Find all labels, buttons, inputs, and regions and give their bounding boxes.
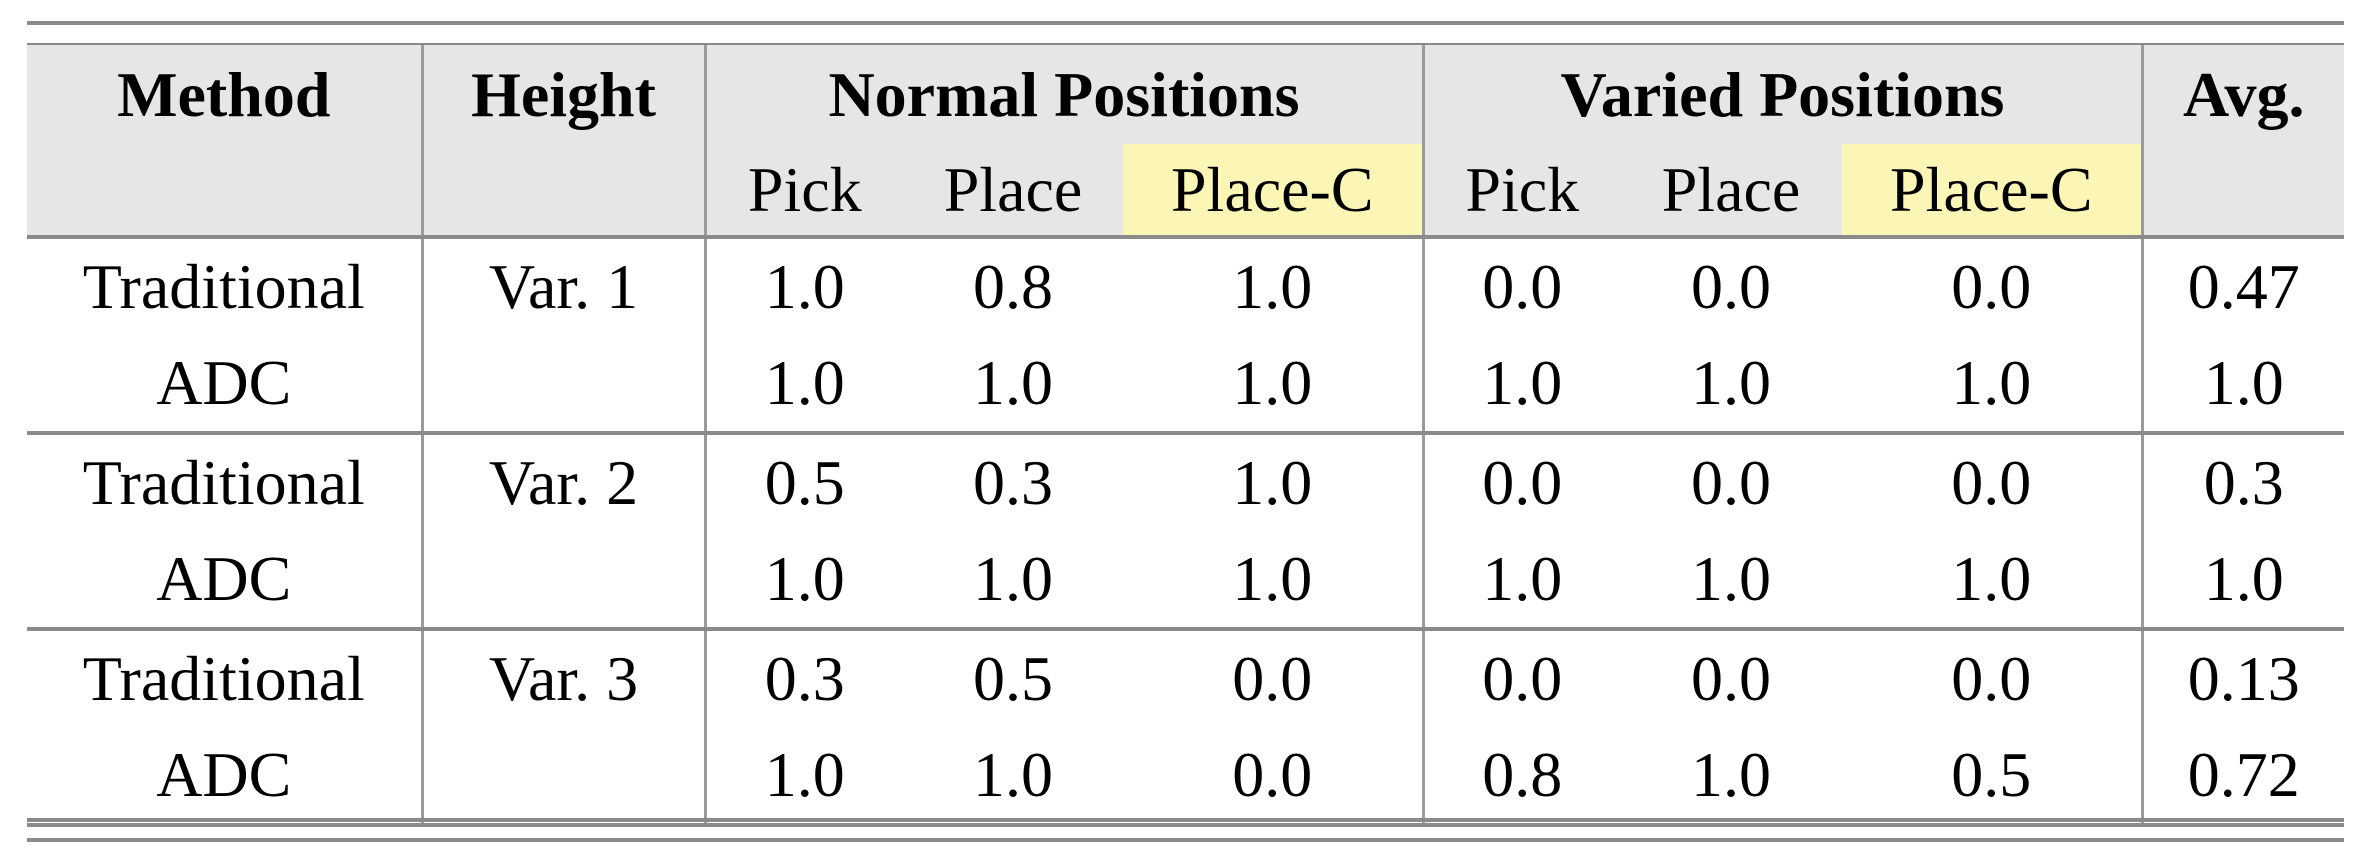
col-height: Height <box>420 45 705 144</box>
col-method: Method <box>27 45 422 144</box>
varied-place-c-cell: 0.0 <box>1842 431 2142 531</box>
avg-cell: 0.72 <box>2140 727 2344 827</box>
method-cell: Traditional <box>27 627 422 727</box>
method-cell: ADC <box>27 727 422 827</box>
varied-place-c-cell: 1.0 <box>1951 543 2032 614</box>
col-varied-positions: Varied Positions <box>1421 45 2142 144</box>
col-avg: Avg. <box>2140 45 2344 144</box>
subcol-normal-pick: Pick <box>703 144 903 239</box>
subcol-normal-place-c: Place-C <box>1123 144 1423 239</box>
normal-place-cell: 1.0 <box>973 543 1053 614</box>
table-row: ADC 1.0 1.0 0.0 0.8 1.0 0.5 0.72 <box>27 727 2344 827</box>
varied-place-cell: 1.0 <box>1620 727 1842 827</box>
normal-place-c-cell: 0.0 <box>1123 627 1423 727</box>
subcol-varied-pick: Pick <box>1421 144 1620 239</box>
normal-pick-cell: 1.0 <box>703 235 903 335</box>
normal-pick-cell: 1.0 <box>703 531 903 629</box>
table-row: ADC 1.0 1.0 1.0 1.0 1.0 1.0 1.0 <box>27 531 2344 629</box>
varied-pick-cell: 0.0 <box>1421 431 1620 531</box>
subcol-normal-place: Place <box>903 144 1123 239</box>
varied-place-c-cell: 0.5 <box>1842 727 2142 827</box>
height-cell <box>420 531 705 629</box>
normal-pick-cell: 1.0 <box>703 727 903 827</box>
subcol-varied-place-c: Place-C <box>1842 144 2142 239</box>
varied-place-c-cell: 0.0 <box>1842 627 2142 727</box>
varied-pick-cell: 1.0 <box>1421 531 1620 629</box>
normal-place-c-cell: 1.0 <box>1123 431 1423 531</box>
normal-place-cell: 0.5 <box>903 627 1123 727</box>
normal-place-c-cell: 1.0 <box>1232 543 1313 614</box>
normal-place-c-cell: 1.0 <box>1232 347 1313 418</box>
method-cell: Traditional <box>27 431 422 531</box>
table-row: Traditional Var. 1 1.0 0.8 1.0 0.0 0.0 0.0 0.47 <box>27 235 2344 335</box>
varied-place-cell: 1.0 <box>1691 543 1771 614</box>
varied-place-cell: 0.0 <box>1620 431 1842 531</box>
method-cell: ADC <box>156 347 292 418</box>
varied-pick-cell: 0.0 <box>1421 235 1620 335</box>
varied-pick-cell: 0.0 <box>1421 627 1620 727</box>
height-cell <box>420 335 705 433</box>
varied-place-cell: 1.0 <box>1691 347 1771 418</box>
bottom-rule <box>27 818 2344 822</box>
normal-place-c-cell: 0.0 <box>1123 727 1423 827</box>
avg-cell: 0.3 <box>2140 431 2344 531</box>
height-cell: Var. 1 <box>420 235 705 335</box>
table-row: Traditional Var. 2 0.5 0.3 1.0 0.0 0.0 0.0 0.3 <box>27 431 2344 531</box>
normal-place-cell: 1.0 <box>903 727 1123 827</box>
varied-place-c-cell: 0.0 <box>1842 235 2142 335</box>
avg-cell: 0.13 <box>2140 627 2344 727</box>
normal-pick-cell: 0.5 <box>703 431 903 531</box>
results-table: Method Height Normal Positions Varied Po… <box>27 45 2344 827</box>
varied-pick-cell: 0.8 <box>1421 727 1620 827</box>
method-cell: ADC <box>156 543 292 614</box>
height-cell: Var. 2 <box>420 431 705 531</box>
normal-place-cell: 0.8 <box>903 235 1123 335</box>
normal-pick-cell: 1.0 <box>703 335 903 433</box>
normal-pick-cell: 0.3 <box>703 627 903 727</box>
varied-place-cell: 0.0 <box>1620 627 1842 727</box>
avg-cell: 1.0 <box>2140 335 2344 433</box>
varied-place-c-cell: 1.0 <box>1951 347 2032 418</box>
subheader-empty <box>2140 144 2344 239</box>
table-row: ADC 1.0 1.0 1.0 1.0 1.0 1.0 1.0 <box>27 335 2344 433</box>
normal-place-c-cell: 1.0 <box>1123 235 1423 335</box>
normal-place-cell: 1.0 <box>973 347 1053 418</box>
top-rule <box>27 21 2344 25</box>
avg-cell: 0.47 <box>2140 235 2344 335</box>
subheader-empty <box>27 144 422 239</box>
varied-pick-cell: 1.0 <box>1421 335 1620 433</box>
table-row: Traditional Var. 3 0.3 0.5 0.0 0.0 0.0 0.0 0.13 <box>27 627 2344 727</box>
avg-cell: 1.0 <box>2140 531 2344 629</box>
varied-place-cell: 0.0 <box>1620 235 1842 335</box>
bottom-rule-2 <box>27 838 2344 842</box>
subcol-varied-place: Place <box>1620 144 1842 239</box>
subheader-empty <box>420 144 705 239</box>
height-cell: Var. 3 <box>420 627 705 727</box>
height-cell <box>420 727 705 827</box>
method-cell: Traditional <box>27 235 422 335</box>
col-normal-positions: Normal Positions <box>703 45 1423 144</box>
normal-place-cell: 0.3 <box>903 431 1123 531</box>
